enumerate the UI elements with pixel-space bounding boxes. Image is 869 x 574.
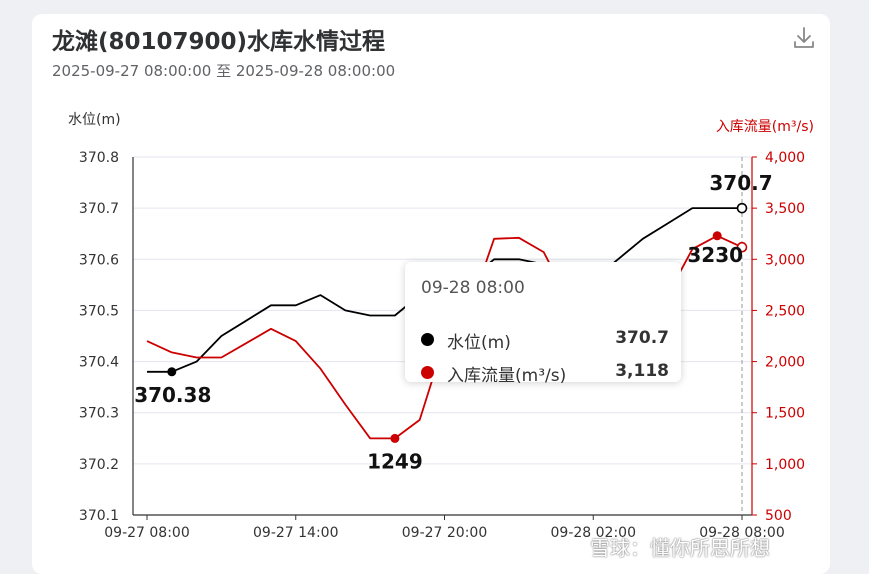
y-tick-label-right: 3,000	[765, 252, 805, 268]
data-label: 3230	[687, 243, 743, 267]
tooltip-value: 3,118	[615, 361, 669, 381]
y-tick-label-left: 370.8	[79, 150, 119, 166]
data-point-marker	[712, 231, 722, 241]
data-point-marker	[390, 433, 400, 443]
tooltip-name: 水位(m)	[447, 333, 511, 353]
y-tick-label-left: 370.6	[79, 252, 119, 268]
tooltip-dot-black	[421, 333, 434, 346]
x-tick-label: 09-27 20:00	[402, 525, 487, 541]
y-tick-label-left: 370.1	[79, 508, 119, 524]
y-tick-label-right: 3,500	[765, 201, 805, 217]
x-tick-label: 09-28 02:00	[551, 525, 636, 541]
data-label: 370.7	[709, 171, 772, 195]
y-axis-title-left: 水位(m)	[68, 112, 121, 128]
chart-tooltip: 09-28 08:00 水位(m) 370.7 入库流量(m³/s) 3,118	[405, 262, 681, 386]
tooltip-time: 09-28 08:00	[421, 278, 525, 298]
y-tick-label-right: 4,000	[765, 150, 805, 166]
y-tick-label-right: 2,000	[765, 355, 805, 371]
y-tick-label-left: 370.7	[79, 201, 119, 217]
watermark: 雪球：懂你所思所想	[590, 536, 770, 560]
data-label: 1249	[367, 449, 423, 473]
y-tick-label-left: 370.4	[79, 355, 119, 371]
tooltip-row-inflow: 入库流量(m³/s) 3,118	[421, 361, 669, 386]
y-tick-label-left: 370.3	[79, 406, 119, 422]
y-tick-label-right: 1,000	[765, 457, 805, 473]
y-axis-title-right: 入库流量(m³/s)	[716, 119, 814, 135]
y-tick-label-right: 2,500	[765, 303, 805, 319]
hover-point-marker	[736, 241, 748, 253]
page-title: 龙滩(80107900)水库水情过程	[52, 29, 386, 55]
time-range: 2025-09-27 08:00:00 至 2025-09-28 08:00:0…	[52, 62, 396, 80]
data-point-marker	[167, 367, 177, 377]
x-tick-label: 09-28 08:00	[699, 525, 784, 541]
download-icon[interactable]	[790, 24, 818, 52]
x-tick-label: 09-27 14:00	[253, 525, 338, 541]
y-tick-label-left: 370.5	[79, 303, 119, 319]
x-tick-label: 09-27 08:00	[104, 525, 189, 541]
tooltip-value: 370.7	[615, 328, 669, 348]
y-tick-label-right: 500	[765, 508, 792, 524]
y-tick-label-right: 1,500	[765, 406, 805, 422]
tooltip-dot-red	[421, 366, 434, 379]
tooltip-row-water-level: 水位(m) 370.7	[421, 328, 669, 353]
hover-point-marker	[736, 202, 748, 214]
tooltip-name: 入库流量(m³/s)	[447, 366, 567, 386]
y-tick-label-left: 370.2	[79, 457, 119, 473]
data-label: 370.38	[134, 383, 211, 407]
